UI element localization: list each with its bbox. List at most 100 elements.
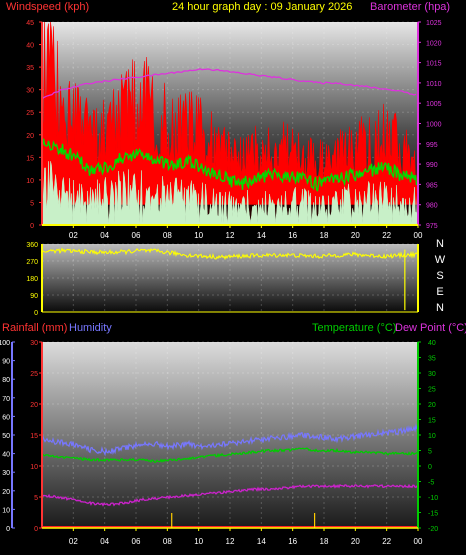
- wind-gust-series: [42, 22, 418, 225]
- axis-tick-label: 5: [30, 200, 34, 207]
- x-tick-label: 14: [257, 231, 266, 240]
- x-tick-label: 00: [414, 537, 423, 546]
- dewpoint-series: [42, 483, 418, 507]
- axis-tick-label: 20: [26, 133, 34, 140]
- axis-tick-label: 980: [426, 203, 438, 210]
- axis-tick-label: 40: [428, 340, 436, 347]
- bottom-panel-background: [42, 342, 418, 528]
- dewpoint-label: Dew Point (°C): [395, 322, 466, 334]
- compass-label: N: [436, 238, 444, 250]
- x-tick-label: 06: [132, 537, 141, 546]
- axis-tick-label: 15: [428, 418, 436, 425]
- x-tick-label: 22: [382, 537, 391, 546]
- x-tick-label: 16: [288, 537, 297, 546]
- temperature-axis: -20 -15 -10 -5 0 5 10 15 20 25 30 35 40: [417, 340, 438, 533]
- axis-tick-label: 60: [2, 414, 10, 421]
- x-tick-label: 16: [288, 231, 297, 240]
- axis-tick-label: -10: [428, 495, 438, 502]
- axis-tick-label: 180: [26, 276, 38, 283]
- direction-series: [42, 247, 418, 311]
- top-panel-series: [42, 22, 418, 225]
- axis-tick-label: 0: [34, 526, 38, 533]
- axis-tick-label: 0: [34, 310, 38, 317]
- axis-tick-label: 45: [26, 20, 34, 27]
- axis-tick-label: 1025: [426, 20, 442, 27]
- axis-tick-label: 15: [26, 155, 34, 162]
- axis-tick-label: 1015: [426, 61, 442, 68]
- x-tick-label: 22: [382, 231, 391, 240]
- compass-label: N: [436, 302, 444, 314]
- direction-series: [42, 247, 418, 261]
- axis-tick-label: 985: [426, 182, 438, 189]
- axis-tick-label: 975: [426, 223, 438, 230]
- axis-tick-label: -5: [428, 480, 434, 487]
- x-tick-label: 08: [163, 231, 172, 240]
- compass-label: W: [435, 254, 446, 266]
- x-tick-label: 10: [194, 537, 203, 546]
- top-left-axis: 0 5 10 15 20 25 30 35 40 45: [26, 20, 43, 230]
- axis-tick-label: 10: [26, 178, 34, 185]
- axis-tick-label: 270: [26, 259, 38, 266]
- x-tick-label: 20: [351, 231, 360, 240]
- x-tick-label: 12: [226, 231, 235, 240]
- rainfall-axis: 0 5 10 15 20 25 30: [30, 340, 43, 533]
- x-tick-label: 02: [69, 537, 78, 546]
- axis-tick-label: 30: [30, 340, 38, 347]
- compass-label: S: [436, 270, 443, 282]
- direction-panel-background: [42, 244, 418, 312]
- humidity-series: [42, 423, 418, 457]
- axis-tick-label: 50: [2, 433, 10, 440]
- axis-tick-label: 20: [2, 489, 10, 496]
- axis-tick-label: 25: [428, 387, 436, 394]
- axis-tick-label: 10: [30, 464, 38, 471]
- axis-tick-label: 35: [428, 356, 436, 363]
- axis-tick-label: 35: [26, 65, 34, 72]
- temperature-series: [42, 447, 418, 464]
- x-tick-label: 00: [414, 231, 423, 240]
- x-tick-label: 10: [194, 231, 203, 240]
- axis-tick-label: 100: [0, 340, 10, 347]
- x-tick-label: 02: [69, 231, 78, 240]
- axis-tick-label: 80: [2, 377, 10, 384]
- x-tick-label: 18: [320, 231, 329, 240]
- axis-tick-label: 990: [426, 162, 438, 169]
- axis-tick-label: 70: [2, 396, 10, 403]
- temperature-label: Temperature (°C): [312, 322, 396, 334]
- top-right-axis: 975 980 985 990 995 1000 1005 1010 1015 1020 1025: [417, 20, 442, 230]
- axis-tick-label: 30: [26, 88, 34, 95]
- x-tick-label: 12: [226, 537, 235, 546]
- axis-tick-label: 5: [428, 449, 432, 456]
- axis-tick-label: 90: [2, 359, 10, 366]
- axis-tick-label: 995: [426, 142, 438, 149]
- header-right-label: Barometer (hpa): [370, 1, 450, 13]
- x-tick-label: 04: [100, 231, 109, 240]
- axis-tick-label: 5: [34, 495, 38, 502]
- header-title: 24 hour graph day : 09 January 2026: [172, 1, 352, 13]
- axis-tick-label: 10: [428, 433, 436, 440]
- axis-tick-label: 360: [26, 242, 38, 249]
- axis-tick-label: 40: [26, 43, 34, 50]
- axis-tick-label: 30: [428, 371, 436, 378]
- axis-tick-label: 20: [428, 402, 436, 409]
- axis-tick-label: 1020: [426, 40, 442, 47]
- axis-tick-label: 0: [6, 526, 10, 533]
- axis-tick-label: -15: [428, 511, 438, 518]
- x-tick-label: 04: [100, 537, 109, 546]
- x-tick-label: 06: [132, 231, 141, 240]
- wind-speed-series: [42, 161, 418, 225]
- x-tick-label: 18: [320, 537, 329, 546]
- axis-tick-label: 15: [30, 433, 38, 440]
- axis-tick-label: 10: [2, 507, 10, 514]
- humidity-axis: 0 10 20 30 40 50 60 70 80 90 100: [0, 340, 15, 533]
- rainfall-label: Rainfall (mm): [2, 322, 67, 334]
- wind-average-series: [42, 138, 418, 192]
- axis-tick-label: 1005: [426, 101, 442, 108]
- axis-tick-label: -20: [428, 526, 438, 533]
- bottom-panel-series: [42, 423, 418, 528]
- axis-tick-label: 40: [2, 452, 10, 459]
- axis-tick-label: 1000: [426, 122, 442, 129]
- axis-tick-label: 0: [428, 464, 432, 471]
- humidity-label: Humidity: [69, 322, 112, 334]
